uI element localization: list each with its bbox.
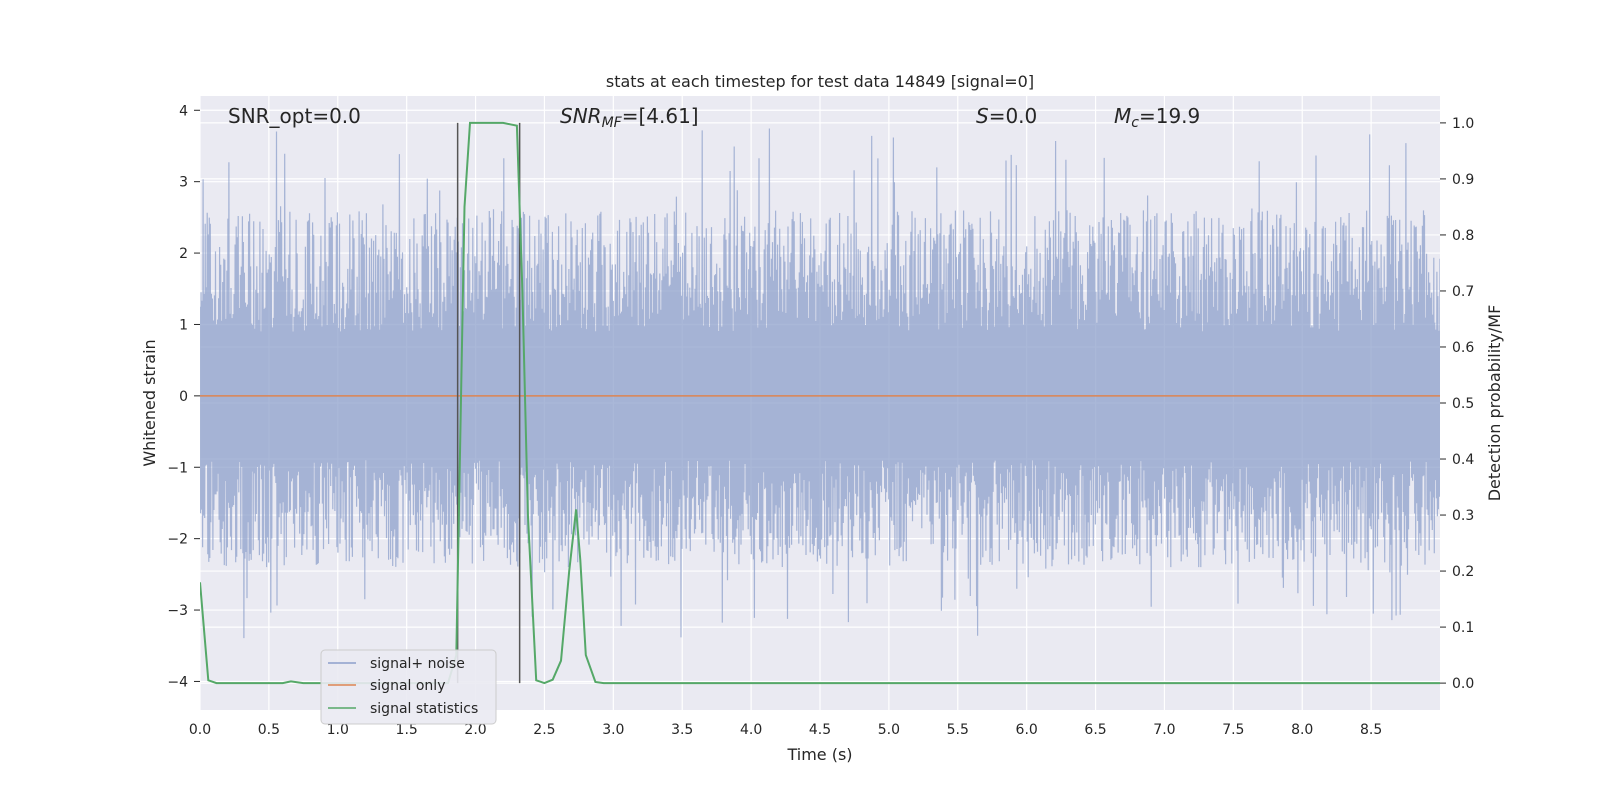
y-right-tick-label: 1.0 (1452, 116, 1474, 132)
y-tick-label: −3 (167, 603, 188, 619)
x-tick-label: 3.0 (602, 722, 624, 738)
x-tick-label: 7.0 (1153, 722, 1175, 738)
y-right-tick-label: 0.2 (1452, 564, 1474, 580)
y-right-tick-label: 0.1 (1452, 620, 1474, 636)
y-tick-label: −4 (167, 674, 188, 690)
y-axis-right: 1.0 0.9 0.8 0.7 0.6 0.5 0.4 0.3 0.2 0.1 0.0 (1440, 116, 1474, 692)
legend: signal+ noise signal only signal statist… (320, 649, 497, 725)
x-tick-label: 3.5 (671, 722, 693, 738)
x-tick-label: 5.5 (947, 722, 969, 738)
x-tick-label: 1.5 (396, 722, 418, 738)
x-tick-label: 0.5 (258, 722, 280, 738)
y-axis-right-label: Detection probability/MF (1485, 305, 1504, 502)
y-tick-label: 3 (179, 175, 188, 191)
y-right-tick-label: 0.5 (1452, 396, 1474, 412)
x-tick-label: 6.5 (1084, 722, 1106, 738)
y-axis-left: 4 3 2 1 0 −1 −2 −3 −4 (167, 103, 200, 690)
annotation-mc: Mc=19.9 (1114, 104, 1200, 131)
y-right-tick-label: 0.8 (1452, 228, 1474, 244)
x-tick-label: 2.5 (533, 722, 555, 738)
y-tick-label: 1 (179, 317, 188, 333)
y-tick-label: −1 (167, 460, 188, 476)
chart-title: stats at each timestep for test data 148… (606, 72, 1034, 91)
y-tick-label: −2 (167, 532, 188, 548)
legend-label-signal-statistics: signal statistics (370, 701, 478, 717)
annotation-snr-mf: SNRMF=[4.61] (560, 104, 699, 131)
y-right-tick-label: 0.4 (1452, 452, 1474, 468)
y-right-tick-label: 0.3 (1452, 508, 1474, 524)
annotation-s: S=0.0 (976, 104, 1037, 128)
series-signal-noise (200, 128, 1440, 639)
x-tick-label: 0.0 (189, 722, 211, 738)
y-axis-label: Whitened strain (140, 339, 159, 466)
x-tick-label: 6.0 (1016, 722, 1038, 738)
series-signal-statistics (200, 121, 1440, 685)
legend-label-signal-only: signal only (370, 678, 445, 694)
x-tick-label: 8.5 (1360, 722, 1382, 738)
x-axis-label: Time (s) (786, 745, 852, 764)
annotation-snr-opt: SNR_opt=0.0 (228, 104, 361, 128)
plot-area (200, 121, 1440, 685)
legend-box (320, 649, 497, 725)
x-tick-label: 7.5 (1222, 722, 1244, 738)
y-tick-label: 0 (179, 389, 188, 405)
y-tick-label: 4 (179, 103, 188, 119)
y-right-tick-label: 0.7 (1452, 284, 1474, 300)
x-axis: 0.0 0.5 1.0 1.5 2.0 2.5 3.0 3.5 4.0 4.5 5.0 5.5 6.0 6… (189, 722, 1382, 738)
x-tick-label: 4.5 (809, 722, 831, 738)
x-tick-label: 4.0 (740, 722, 762, 738)
y-right-tick-label: 0.6 (1452, 340, 1474, 356)
legend-label-signal-noise: signal+ noise (370, 656, 465, 672)
y-tick-label: 2 (179, 246, 188, 262)
x-tick-label: 8.0 (1291, 722, 1313, 738)
x-tick-label: 1.0 (327, 722, 349, 738)
x-tick-label: 2.0 (464, 722, 486, 738)
y-right-tick-label: 0.9 (1452, 172, 1474, 188)
y-right-tick-label: 0.0 (1452, 676, 1474, 692)
x-tick-label: 5.0 (878, 722, 900, 738)
